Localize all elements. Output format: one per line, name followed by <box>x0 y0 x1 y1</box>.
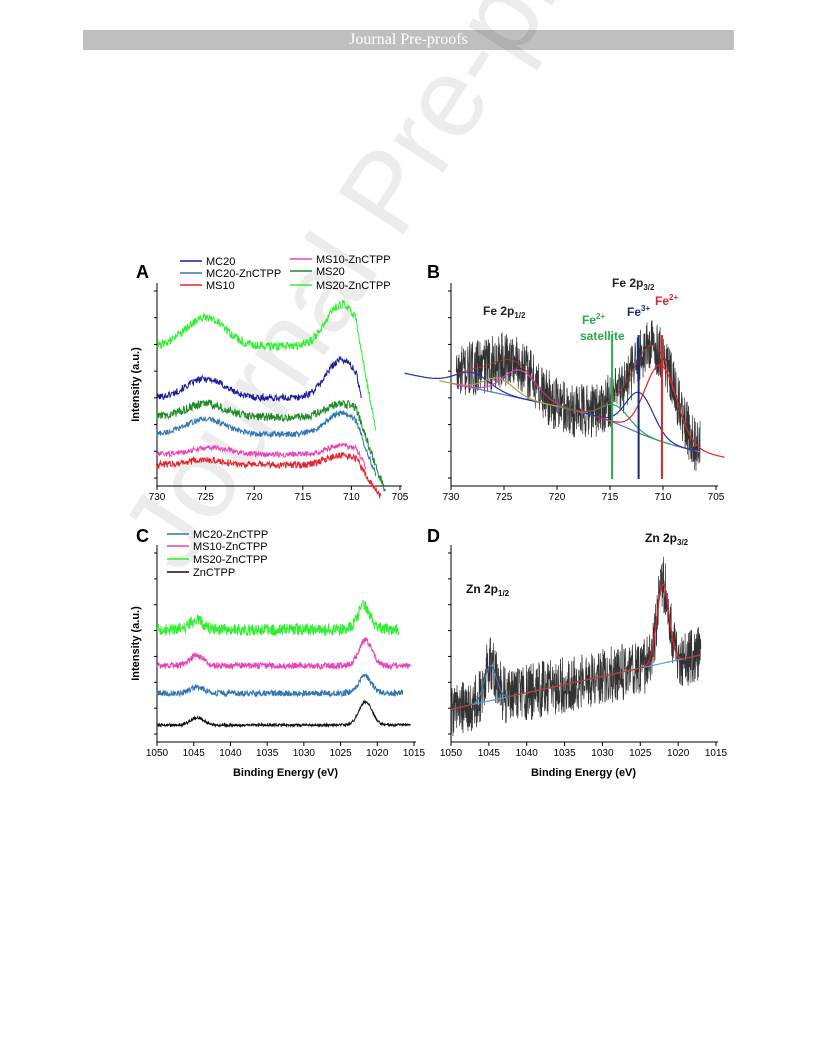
x-tick-label: 1035 <box>553 748 576 759</box>
x-tick-label: 710 <box>343 492 360 503</box>
panel-letter: C <box>136 526 149 546</box>
fit-component <box>597 364 725 458</box>
x-tick-label: 1050 <box>146 748 169 759</box>
fit-component <box>471 665 509 705</box>
panel-d: D 1050 1045 1040 1035 1030 1025 1020 1015 Binding… <box>427 526 728 779</box>
x-axis-title: Binding Energy (eV) <box>531 767 636 779</box>
panel-letter: D <box>427 526 440 546</box>
x-tick-label: 705 <box>392 492 409 503</box>
x-tick-label: 1040 <box>219 748 242 759</box>
x-tick-label: 1045 <box>183 748 206 759</box>
fit-component <box>404 371 541 404</box>
x-tick-label: 715 <box>602 492 619 503</box>
x-tick-label: 715 <box>294 492 311 503</box>
journal-header-bar: Journal Pre-proofs <box>83 30 734 50</box>
annotation-label: Fe 2p1/2 <box>483 304 526 320</box>
panel-letter: B <box>427 262 440 282</box>
annotation-label: Zn 2p1/2 <box>466 582 510 598</box>
series-line-ms20 <box>156 399 386 492</box>
fit-envelope <box>456 344 701 449</box>
x-tick-label: 1030 <box>591 748 614 759</box>
x-tick-label: 1015 <box>705 748 728 759</box>
legend-label: MS10-ZnCTPP <box>193 541 268 553</box>
x-tick-label: 720 <box>549 492 566 503</box>
x-tick-label: 725 <box>496 492 513 503</box>
raw-spectrum <box>450 556 702 737</box>
x-tick-label: 730 <box>443 492 460 503</box>
x-tick-label: 1040 <box>516 748 539 759</box>
series-line-ms20-znctpp <box>156 299 377 431</box>
legend-label: MS10 <box>206 280 235 292</box>
series-line-znctpp <box>156 699 411 729</box>
x-tick-label: 1015 <box>403 748 426 759</box>
fit-component <box>644 583 682 667</box>
legend-label: MS10-ZnCTPP <box>316 254 391 266</box>
legend-label: ZnCTPP <box>193 567 235 579</box>
x-tick-label: 730 <box>149 492 166 503</box>
x-tick-label: 1045 <box>478 748 501 759</box>
series-line-mc20 <box>156 355 362 403</box>
x-tick-label: 1025 <box>329 748 352 759</box>
x-tick-label: 1020 <box>667 748 690 759</box>
x-tick-label: 1035 <box>256 748 279 759</box>
x-tick-label: 705 <box>708 492 725 503</box>
series-line-ms20-znctpp <box>156 599 400 637</box>
y-axis-title: Intensity (a.u.) <box>130 347 142 422</box>
legend-label: MS20-ZnCTPP <box>193 554 268 566</box>
series-line-ms10-znctpp <box>156 637 411 671</box>
x-tick-label: 1050 <box>440 748 463 759</box>
journal-header-text: Journal Pre-proofs <box>349 31 468 48</box>
legend-label: MC20-ZnCTPP <box>206 268 281 280</box>
annotation-label: Fe 2p3/2 <box>612 276 655 292</box>
legend-label: MS20-ZnCTPP <box>316 280 391 292</box>
x-tick-label: 725 <box>197 492 214 503</box>
series-line-ms10-znctpp <box>156 441 367 470</box>
annotation-extra: satellite <box>580 329 625 343</box>
fit-component <box>584 391 695 452</box>
panel-c: C 1050 1045 1040 1035 1030 1025 1020 1015 Intensi… <box>130 526 426 779</box>
legend-label: MC20 <box>206 256 235 268</box>
series-line-mc20-znctpp <box>156 673 404 699</box>
x-tick-label: 710 <box>655 492 672 503</box>
panel-letter: A <box>136 262 149 282</box>
y-axis-title: Intensity (a.u.) <box>130 606 142 681</box>
x-tick-label: 1020 <box>366 748 389 759</box>
x-tick-label: 1030 <box>293 748 316 759</box>
raw-spectrum <box>455 320 701 471</box>
annotation-label: Fe2+ <box>582 312 605 327</box>
annotation-label: Fe2+ <box>655 293 678 308</box>
legend-label: MS20 <box>316 266 345 278</box>
legend-label: MC20-ZnCTPP <box>193 529 268 541</box>
annotation-label: Zn 2p3/2 <box>645 531 689 547</box>
annotation-label: Fe3+ <box>627 304 650 319</box>
x-tick-label: 720 <box>246 492 263 503</box>
x-axis-title: Binding Energy (eV) <box>233 767 338 779</box>
series-line-mc20-znctpp <box>156 409 377 477</box>
x-tick-label: 1025 <box>629 748 652 759</box>
series-line-ms10 <box>156 452 382 499</box>
